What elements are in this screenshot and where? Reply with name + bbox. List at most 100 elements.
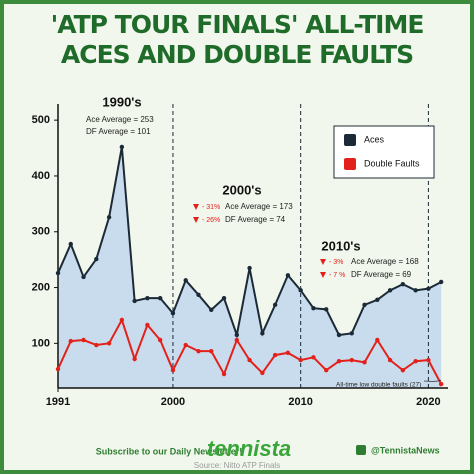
point [81, 274, 86, 280]
area [58, 146, 442, 388]
brand: tennista [207, 436, 291, 461]
annotation: 1990's [102, 94, 141, 109]
down-triangle [320, 259, 326, 265]
point [170, 367, 176, 373]
point [387, 357, 393, 363]
point [324, 307, 329, 312]
point [196, 348, 201, 354]
y-tick-label: 200 [32, 281, 50, 293]
point [298, 357, 303, 363]
point [413, 359, 418, 364]
newsletter[interactable]: Subscribe to our Daily Newsletter! [96, 446, 243, 456]
point [55, 366, 61, 372]
chart-title: 'ATP TOUR FINALS' ALL-TIME ACES AND DOUB… [50, 10, 425, 69]
point [260, 370, 265, 376]
point [81, 337, 86, 343]
legend-swatch [344, 158, 356, 170]
point [234, 337, 240, 343]
point [183, 278, 188, 283]
point [221, 371, 227, 377]
point [145, 322, 150, 328]
point [68, 241, 73, 247]
point [196, 292, 201, 298]
point [247, 357, 252, 363]
handle[interactable]: @TennistaNews [371, 445, 440, 455]
point [413, 288, 418, 293]
point [119, 144, 125, 150]
legend-label: Aces [364, 134, 385, 144]
point [311, 355, 316, 360]
legend-swatch [344, 134, 356, 146]
point [285, 350, 291, 356]
annotation: 2010's [321, 238, 360, 253]
annotation: - 26% [202, 217, 220, 224]
annotation: Ace Average = 253 [86, 115, 154, 124]
point [55, 270, 61, 276]
point [119, 317, 125, 323]
point [400, 367, 406, 373]
point [157, 337, 163, 343]
down-triangle [193, 204, 199, 210]
point [298, 288, 303, 293]
annotation: DF Average = 74 [225, 215, 286, 224]
point [170, 311, 176, 316]
point [336, 359, 342, 364]
x-tick-label: 1991 [46, 396, 70, 408]
point [362, 360, 367, 365]
annotation: DF Average = 101 [86, 127, 151, 136]
source: Source: Nitto ATP Finals [194, 461, 280, 470]
x-tick-label: 2020 [416, 396, 440, 408]
point [349, 331, 354, 336]
point [311, 306, 316, 311]
y-tick-label: 300 [32, 226, 50, 238]
point [106, 341, 112, 346]
point [375, 337, 380, 343]
y-tick-label: 400 [32, 170, 50, 182]
point [438, 279, 444, 285]
point [157, 295, 163, 301]
point [336, 332, 342, 338]
annotation: DF Average = 69 [351, 270, 412, 279]
down-triangle [193, 217, 199, 223]
point [106, 215, 112, 220]
chart: Subscribe to our Daily Newsletter! tenni… [32, 94, 448, 470]
down-triangle [320, 272, 326, 278]
point [349, 357, 354, 363]
point [426, 286, 431, 291]
point [324, 367, 329, 373]
point [260, 331, 265, 336]
point [387, 288, 393, 293]
annotation: - 7 % [329, 272, 345, 279]
twitter-icon [356, 445, 366, 455]
point [183, 342, 188, 348]
point [272, 352, 278, 358]
annotation: 2000's [222, 182, 261, 197]
annotation: Ace Average = 173 [225, 202, 293, 211]
point [132, 356, 137, 362]
point [145, 295, 150, 301]
point [234, 332, 240, 338]
point [221, 295, 227, 301]
annotation-arrow [423, 379, 442, 382]
annotation: - 3% [329, 259, 343, 266]
point [94, 256, 99, 262]
point [375, 297, 380, 303]
annotation: Ace Average = 168 [351, 257, 419, 266]
y-tick-label: 100 [32, 337, 50, 349]
annotation: All-time low double faults (27) [336, 382, 421, 389]
legend-label: Double Faults [364, 158, 420, 168]
y-tick-label: 500 [32, 114, 50, 126]
point [285, 273, 291, 278]
point [132, 298, 137, 304]
annotation: - 31% [202, 204, 220, 211]
point [247, 265, 252, 271]
point [94, 342, 99, 348]
point [400, 282, 406, 287]
point [209, 307, 214, 313]
x-tick-label: 2010 [288, 396, 312, 408]
x-tick-label: 2000 [161, 396, 185, 408]
point [272, 302, 278, 308]
point [209, 348, 214, 354]
point [68, 338, 73, 344]
